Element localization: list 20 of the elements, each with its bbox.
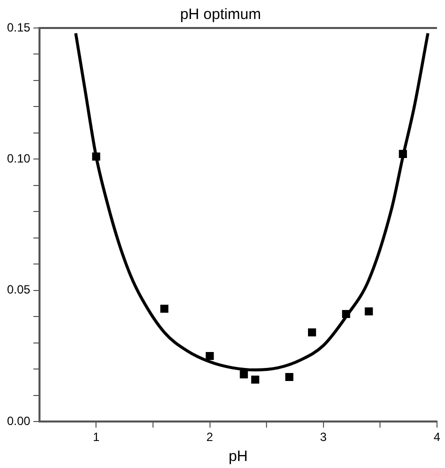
point — [342, 310, 350, 318]
x-tick-label: 3 — [320, 430, 328, 444]
x-tick-label: 4 — [434, 430, 441, 444]
point — [92, 152, 100, 161]
point — [206, 352, 214, 360]
point — [364, 307, 373, 316]
x-tick-label: 1 — [92, 430, 100, 444]
point — [160, 304, 168, 313]
y-tick-label: 0.00 — [6, 414, 31, 428]
point — [251, 376, 260, 384]
chart-title: pH optimum — [180, 6, 261, 24]
point — [240, 370, 248, 378]
point — [398, 150, 407, 158]
x-axis-title: pH — [228, 448, 248, 466]
x-tick-label: 2 — [206, 430, 214, 444]
y-tick-label: 0.10 — [6, 152, 31, 166]
y-tick-label: 0.15 — [6, 20, 31, 34]
point — [308, 328, 316, 336]
point — [285, 372, 294, 382]
y-tick-label: 0.05 — [6, 282, 31, 297]
